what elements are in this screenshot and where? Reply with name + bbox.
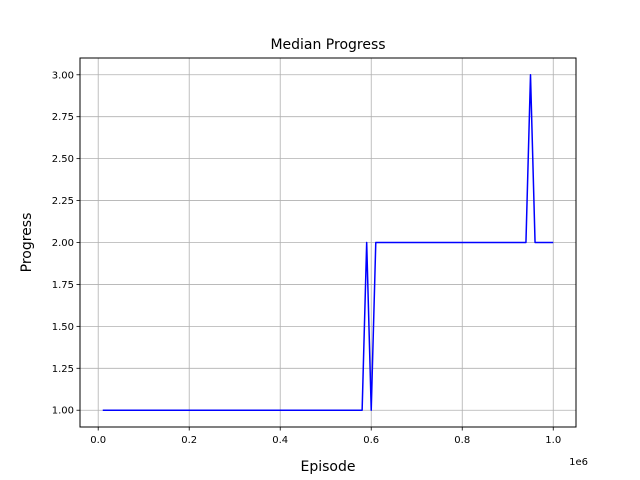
x-tick-label: 0.6 [363, 435, 379, 446]
y-axis-ticks: 1.00 1.25 1.50 1.75 2.00 2.25 2.50 2.75 3.00 [52, 70, 80, 417]
x-tick-label: 1.0 [545, 435, 561, 446]
x-axis-offset-label: 1e6 [569, 457, 588, 468]
y-tick-label: 2.75 [52, 112, 74, 123]
x-tick-label: 0.8 [454, 435, 470, 446]
x-tick-label: 0.2 [181, 435, 197, 446]
y-tick-label: 2.00 [52, 238, 74, 249]
x-axis-title: Episode [301, 459, 356, 475]
y-tick-label: 1.50 [52, 322, 74, 333]
y-axis-title: Progress [19, 213, 35, 273]
y-tick-label: 2.50 [52, 154, 74, 165]
y-tick-label: 3.00 [52, 70, 74, 81]
series-lines [102, 74, 554, 411]
series-line-0 [102, 74, 554, 411]
x-tick-label: 0.0 [90, 435, 106, 446]
chart-title: Median Progress [270, 37, 385, 53]
y-tick-label: 2.25 [52, 196, 74, 207]
x-tick-label: 0.4 [272, 435, 288, 446]
x-axis-ticks: 0.0 0.2 0.4 0.6 0.8 1.0 [90, 427, 561, 446]
y-tick-label: 1.00 [52, 406, 74, 417]
y-tick-label: 1.75 [52, 280, 74, 291]
y-tick-label: 1.25 [52, 364, 74, 375]
